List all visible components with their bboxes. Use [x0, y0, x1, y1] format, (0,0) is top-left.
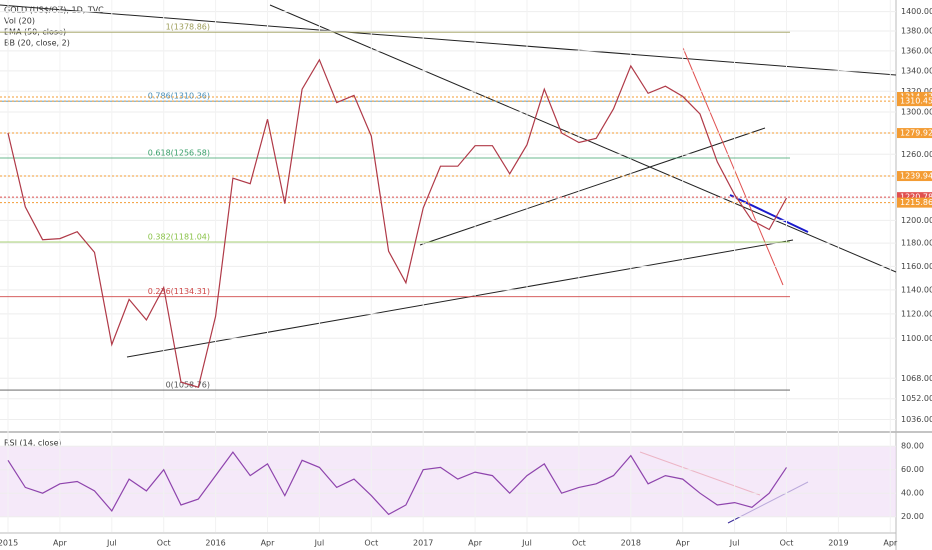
y-tick-label: 1160.00	[901, 262, 932, 271]
rsi-band	[0, 446, 896, 517]
y-tick-label: 1100.00	[901, 334, 932, 343]
y-tick-label: 1120.00	[901, 309, 932, 318]
y-tick-label: 1360.00	[901, 46, 932, 55]
x-tick-label: Apr	[261, 539, 276, 548]
rsi-title: RSI (14, close)	[4, 439, 62, 448]
series-line	[7, 58, 788, 388]
y-tick-label: 1320.00	[901, 87, 932, 96]
trendline	[0, 4, 897, 76]
x-tick-label: Apr	[53, 539, 68, 548]
trendline	[126, 239, 794, 358]
chart-title: GOLD (US$/OZ), 1D, TVC	[4, 6, 104, 15]
x-tick-label: Apr	[468, 539, 483, 548]
y-tick-label: 80.00	[901, 442, 924, 451]
trendline	[269, 4, 897, 273]
x-tick-label: Oct	[780, 539, 794, 548]
level-label: 0.618(1256.58)	[148, 148, 210, 157]
y-tick-label: 1200.00	[901, 216, 932, 225]
y-tick-label: 1140.00	[901, 285, 932, 294]
level-label: 0.786(1310.36)	[148, 92, 210, 101]
price-tag-label: 1310.45	[900, 97, 932, 106]
series-line	[7, 451, 787, 516]
y-tick-label: 1180.00	[901, 239, 932, 248]
x-tick-label: Oct	[157, 539, 171, 548]
price-tag	[897, 192, 932, 203]
price-tag	[897, 128, 932, 139]
x-tick-label: Apr	[676, 539, 691, 548]
x-tick-label: 2018	[621, 539, 641, 548]
x-tick-label: Jul	[521, 539, 532, 548]
y-tick-label: 1260.00	[901, 150, 932, 159]
level-label: 0.236(1134.31)	[148, 287, 210, 296]
x-tick-label: Jul	[106, 539, 117, 548]
indicator: Vol (20)	[4, 17, 35, 26]
trendline	[682, 47, 784, 286]
x-tick-label: Jul	[729, 539, 740, 548]
x-tick-label: Oct	[364, 539, 378, 548]
price-tag	[897, 171, 932, 182]
y-tick-label: 1340.00	[901, 66, 932, 75]
x-tick-label: Apr	[883, 539, 898, 548]
y-tick-label: 1300.00	[901, 107, 932, 116]
y-tick-label: 1036.00	[901, 415, 932, 424]
x-tick-label: Jul	[314, 539, 325, 548]
price-tag-label: 1239.94	[900, 172, 932, 181]
price-tag-label: 1215.86	[900, 198, 932, 207]
trendline	[419, 127, 766, 246]
x-tick-label: 2016	[205, 539, 225, 548]
level-label: 0.382(1181.04)	[148, 232, 210, 241]
indicator: BB (20, close, 2)	[4, 39, 70, 48]
y-tick-label: 1400.00	[901, 7, 932, 16]
x-tick-label: 2015	[0, 539, 18, 548]
y-tick-label: 1052.00	[901, 394, 932, 403]
price-tag-label: 1279.92	[900, 129, 932, 138]
price-tag-label: 1220.78	[900, 193, 932, 202]
level-label: 1(1378.86)	[166, 23, 210, 32]
y-tick-label: 1380.00	[901, 27, 932, 36]
trendline	[729, 194, 809, 233]
y-tick-label: 60.00	[901, 465, 924, 474]
x-tick-label: Oct	[572, 539, 586, 548]
price-tag	[897, 197, 932, 208]
level-label: 0(1058.76)	[166, 381, 210, 390]
y-tick-label: 20.00	[901, 512, 924, 521]
price-tag	[897, 96, 932, 107]
x-tick-label: 2017	[413, 539, 433, 548]
x-tick-label: 2019	[828, 539, 848, 548]
y-tick-label: 40.00	[901, 489, 924, 498]
y-tick-label: 1068.00	[901, 374, 932, 383]
